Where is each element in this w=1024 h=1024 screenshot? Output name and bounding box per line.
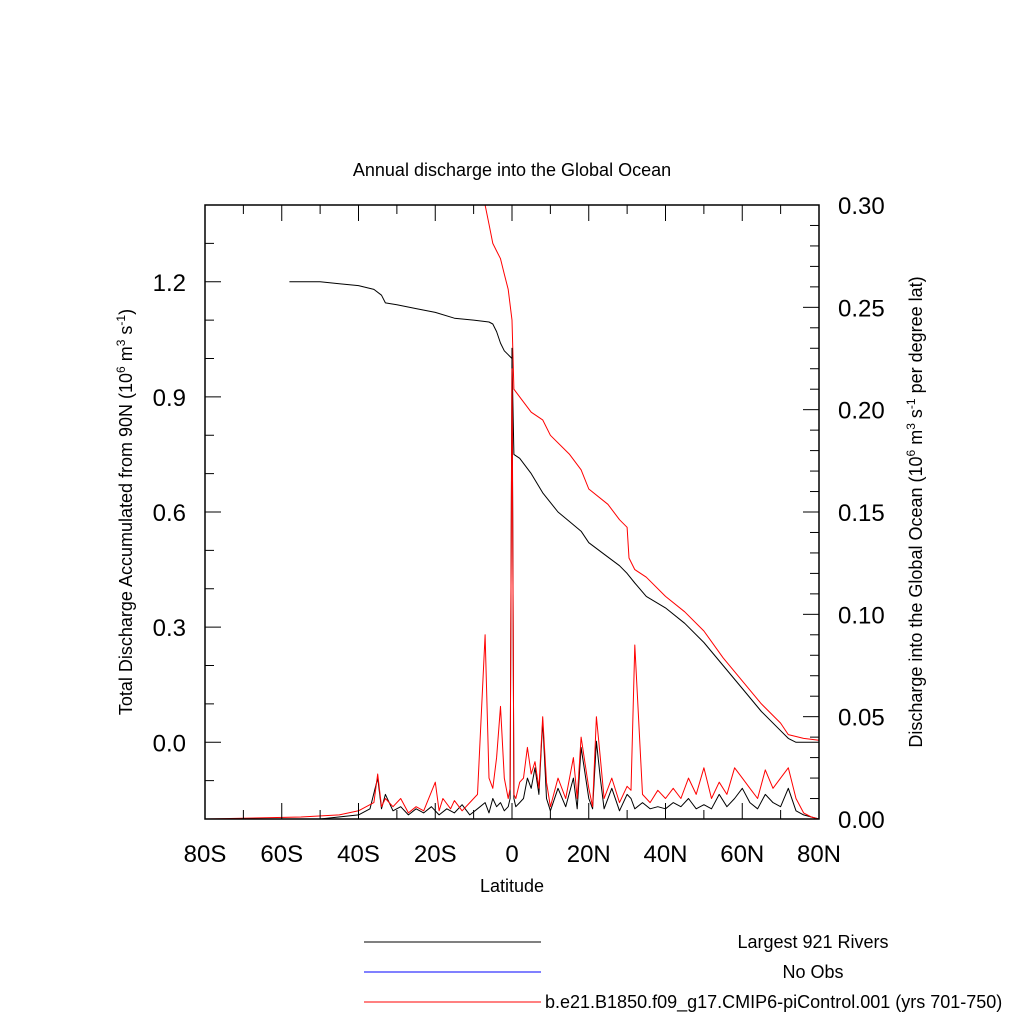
x-tick-label: 20S xyxy=(414,841,457,868)
x-tick-label: 80N xyxy=(797,841,841,868)
y-right-tick-label: 0.00 xyxy=(838,807,885,834)
y-left-tick-label: 1.2 xyxy=(153,270,186,297)
y-right-tick-label: 0.10 xyxy=(838,602,885,629)
y-right-tick-label: 0.15 xyxy=(838,500,885,527)
y-right-tick-labels: 0.00 0.05 0.10 0.15 0.20 0.25 0.30 xyxy=(838,193,885,834)
x-tick-label: 0 xyxy=(505,841,518,868)
series-line-3 xyxy=(205,368,819,819)
series-layer xyxy=(205,205,819,819)
series-line-1 xyxy=(484,205,819,741)
x-axis-title: Latitude xyxy=(480,876,544,896)
x-tick-label: 60N xyxy=(720,841,764,868)
y-right-axis-title: Discharge into the Global Ocean (106 m3 … xyxy=(904,276,926,747)
y-left-tick-label: 0.0 xyxy=(153,730,186,757)
y-left-axis-title: Total Discharge Accumulated from 90N (10… xyxy=(114,309,136,715)
x-tick-label: 80S xyxy=(184,841,227,868)
y-right-tick-label: 0.30 xyxy=(838,193,885,220)
y-left-tick-label: 0.6 xyxy=(153,500,186,527)
legend: Largest 921 Rivers No Obs b.e21.B1850.f09_… xyxy=(364,932,1002,1013)
y-left-tick-label: 0.3 xyxy=(153,615,186,642)
plot-frame xyxy=(204,204,820,820)
series-line-0 xyxy=(289,281,819,743)
legend-label-2: b.e21.B1850.f09_g17.CMIP6-piControl.001 … xyxy=(545,992,1002,1013)
series-line-2 xyxy=(205,347,819,819)
chart-title: Annual discharge into the Global Ocean xyxy=(353,160,671,180)
y-right-tick-label: 0.20 xyxy=(838,398,885,425)
y-right-tick-label: 0.05 xyxy=(838,705,885,732)
x-tick-label: 40S xyxy=(337,841,380,868)
y-right-tick-label: 0.25 xyxy=(838,295,885,322)
x-tick-label: 60S xyxy=(260,841,303,868)
legend-label-1: No Obs xyxy=(782,962,843,982)
y-left-tick-labels: 0.0 0.3 0.6 0.9 1.2 xyxy=(153,270,186,758)
legend-label-0: Largest 921 Rivers xyxy=(737,932,888,952)
x-tick-label: 20N xyxy=(567,841,611,868)
y-left-tick-label: 0.9 xyxy=(153,385,186,412)
x-tick-label: 40N xyxy=(643,841,687,868)
x-tick-labels: 80S 60S 40S 20S 0 20N 40N 60N 80N xyxy=(184,841,841,868)
tick-layer xyxy=(204,204,820,820)
